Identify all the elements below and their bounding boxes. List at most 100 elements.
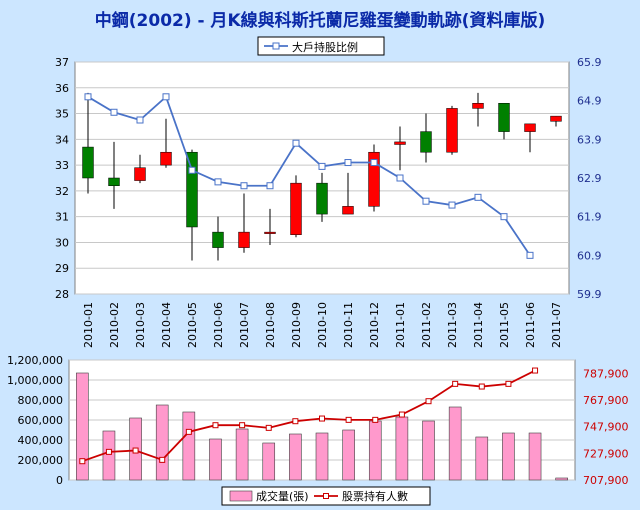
volume-bar xyxy=(182,411,196,481)
top-legend-marker-swatch xyxy=(272,42,280,50)
shareholder-marker xyxy=(532,367,539,374)
bottom-left-tick-label: 200,000 xyxy=(18,454,64,467)
candle-body xyxy=(82,146,94,179)
volume-bar xyxy=(209,438,222,481)
top-left-tick-label: 32 xyxy=(55,185,69,198)
top-right-tick-label: 61.9 xyxy=(577,211,602,224)
top-x-tick-label: 2010-09 xyxy=(290,302,303,348)
top-right-tick-label: 59.9 xyxy=(577,288,602,301)
candle-body xyxy=(108,177,120,186)
top-left-tick-label: 31 xyxy=(55,211,69,224)
shareholder-marker xyxy=(132,447,139,454)
candle-body xyxy=(524,123,536,132)
holder-ratio-marker xyxy=(500,213,508,221)
top-x-tick-label: 2010-07 xyxy=(238,302,251,348)
top-x-tick-label: 2010-03 xyxy=(134,302,147,348)
holder-ratio-marker xyxy=(214,178,222,186)
candle-body xyxy=(264,231,276,234)
bottom-left-tick-label: 1,000,000 xyxy=(7,374,63,387)
holder-ratio-marker xyxy=(162,93,170,101)
candle-body xyxy=(290,182,302,235)
bottom-legend-bar-swatch xyxy=(229,490,253,502)
volume-bar xyxy=(422,420,435,481)
volume-bar xyxy=(76,372,89,481)
top-x-tick-label: 2010-11 xyxy=(342,302,355,348)
volume-bar xyxy=(502,432,515,481)
top-left-tick-label: 28 xyxy=(55,288,69,301)
top-right-tick-label: 62.9 xyxy=(577,172,602,185)
top-x-tick-label: 2010-08 xyxy=(264,302,277,348)
top-x-tick-label: 2011-07 xyxy=(550,302,563,348)
volume-bar xyxy=(155,404,169,481)
candle-body xyxy=(212,231,224,248)
shareholder-marker xyxy=(345,416,352,423)
top-left-tick-label: 33 xyxy=(55,159,69,172)
bottom-right-tick-label: 727,900 xyxy=(583,447,629,460)
top-x-tick-label: 2011-02 xyxy=(420,302,433,348)
shareholder-marker xyxy=(79,458,86,465)
volume-bar xyxy=(528,432,542,481)
top-x-tick-label: 2011-06 xyxy=(524,302,537,348)
top-x-tick-label: 2010-02 xyxy=(108,302,121,348)
top-right-tick-label: 63.9 xyxy=(577,133,602,146)
top-left-tick-label: 30 xyxy=(55,236,69,249)
shareholder-marker xyxy=(425,398,432,405)
bottom-right-tick-label: 707,900 xyxy=(583,474,629,487)
top-left-tick-label: 29 xyxy=(55,262,69,275)
holder-ratio-marker xyxy=(110,108,118,116)
holder-ratio-marker xyxy=(396,174,404,182)
shareholder-marker xyxy=(478,383,485,390)
bottom-left-tick-label: 1,200,000 xyxy=(7,354,63,367)
top-right-tick-label: 65.9 xyxy=(577,56,602,69)
top-x-tick-label: 2011-05 xyxy=(498,302,511,348)
chart-title: 中鋼(2002) - 月K線與科斯托蘭尼雞蛋變動軌跡(資料庫版) xyxy=(94,11,546,31)
top-x-tick-label: 2010-12 xyxy=(368,302,381,348)
shareholder-marker xyxy=(292,418,299,425)
bottom-legend-label-volume: 成交量(張) xyxy=(256,489,309,503)
shareholder-marker xyxy=(372,416,379,423)
top-legend-box xyxy=(257,36,385,56)
top-x-tick-label: 2010-06 xyxy=(212,302,225,348)
volume-bar xyxy=(262,442,276,481)
volume-bar xyxy=(448,406,462,481)
bottom-left-tick-label: 600,000 xyxy=(18,414,64,427)
shareholder-marker xyxy=(505,380,512,387)
bottom-legend-marker-swatch xyxy=(323,493,329,499)
shareholder-marker xyxy=(398,411,405,418)
volume-bar xyxy=(289,433,302,481)
shareholder-marker xyxy=(212,422,219,429)
candle-body xyxy=(550,115,562,122)
volume-bar xyxy=(368,420,382,481)
holder-ratio-marker xyxy=(188,166,196,174)
top-x-tick-label: 2011-03 xyxy=(446,302,459,348)
top-x-tick-label: 2010-01 xyxy=(82,302,95,348)
top-x-tick-label: 2011-04 xyxy=(472,302,485,348)
top-left-tick-label: 34 xyxy=(55,133,69,146)
holder-ratio-marker xyxy=(474,193,482,201)
holder-ratio-marker xyxy=(422,197,430,205)
candle-body xyxy=(238,231,250,248)
candle-body xyxy=(420,131,432,153)
bottom-right-tick-label: 747,900 xyxy=(583,421,629,434)
holder-ratio-marker xyxy=(292,139,300,147)
top-x-tick-label: 2010-10 xyxy=(316,302,329,348)
holder-ratio-marker xyxy=(84,93,92,101)
holder-ratio-marker xyxy=(370,159,378,167)
candle-body xyxy=(368,151,380,207)
shareholder-marker xyxy=(185,428,192,435)
candle-body xyxy=(316,182,328,215)
volume-bar xyxy=(235,428,249,481)
candle-body xyxy=(186,151,198,228)
bottom-left-tick-label: 0 xyxy=(56,474,63,487)
top-x-tick-label: 2010-05 xyxy=(186,302,199,348)
top-x-tick-label: 2010-04 xyxy=(160,302,173,348)
shareholder-marker xyxy=(239,422,246,429)
top-legend-label: 大戶持股比例 xyxy=(292,40,358,54)
holder-ratio-line xyxy=(87,95,531,256)
shareholder-marker xyxy=(265,424,272,431)
holder-ratio-marker xyxy=(240,182,248,190)
bottom-left-tick-label: 800,000 xyxy=(18,394,64,407)
volume-bar xyxy=(102,430,116,481)
volume-bar xyxy=(555,477,568,481)
